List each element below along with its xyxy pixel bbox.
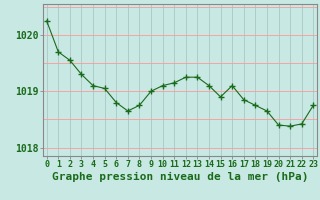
X-axis label: Graphe pression niveau de la mer (hPa): Graphe pression niveau de la mer (hPa) — [52, 172, 308, 182]
